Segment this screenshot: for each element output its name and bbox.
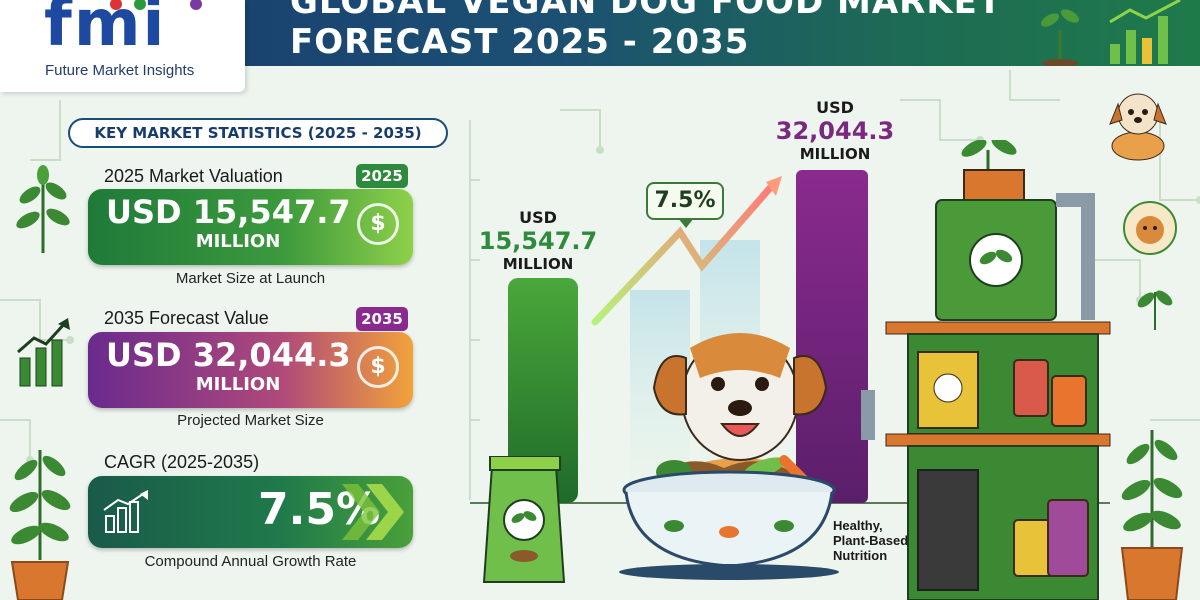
cagr-label: CAGR (2025-2035) (104, 452, 260, 472)
bar2-label: USD 32,044.3 MILLION (760, 98, 910, 163)
forecast-unit: MILLION (195, 374, 281, 395)
nutrition-line-3: Nutrition (833, 548, 888, 563)
forecast-card: USD 32,044.3 MILLION $ (88, 332, 413, 408)
growth-arrowhead (766, 176, 782, 196)
logo-dots-icon (110, 0, 202, 10)
dollar-coin-icon: $ (357, 203, 399, 245)
forecast-year-tab: 2035 (356, 307, 408, 331)
valuation-card: USD 15,547.7 MILLION $ (88, 189, 413, 265)
valuation-year-tab: 2025 (356, 164, 408, 188)
forecast-label: 2035 Forecast Value (104, 308, 269, 328)
nutrition-note: Healthy, Plant-Based Nutrition (833, 518, 908, 563)
bar2-unit: MILLION (799, 145, 871, 163)
cagr-card: 7.5% (88, 476, 413, 548)
growth-chip: 7.5% (646, 182, 724, 228)
bar1-unit: MILLION (502, 255, 574, 273)
sprout-icon (16, 165, 70, 253)
food-bag-icon (482, 456, 566, 583)
valuation-unit: MILLION (195, 231, 281, 252)
dog-face-badge-icon (1123, 201, 1177, 255)
nutrition-line-1: Healthy, (833, 518, 883, 533)
valuation-caption: Market Size at Launch (175, 270, 326, 287)
title-line-1: GLOBAL VEGAN DOG FOOD MARKET (290, 0, 1003, 22)
key-stats-header: KEY MARKET STATISTICS (2025 - 2035) (68, 118, 448, 148)
forecast-value: USD 32,044.3 (106, 336, 351, 374)
valuation-label: 2025 Market Valuation (104, 166, 283, 186)
potted-plant-icon (9, 450, 71, 600)
dollar-coin-icon: $ (357, 346, 399, 388)
header-growth-icon (1040, 0, 1181, 66)
logo: fmi Future Market Insights (0, 0, 245, 92)
title-line-2: FORECAST 2025 - 2035 (290, 22, 750, 62)
logo-subtitle: Future Market Insights (45, 62, 195, 79)
forecast-caption: Projected Market Size (177, 412, 324, 429)
bar1-currency: USD (519, 208, 557, 227)
page-title: GLOBAL VEGAN DOG FOOD MARKET FORECAST 20… (290, 0, 1030, 62)
logo-letters: fmi (44, 0, 167, 61)
bar-2035 (796, 170, 868, 503)
bar2-value: 32,044.3 (775, 117, 895, 145)
valuation-value: USD 15,547.7 (106, 193, 351, 231)
food-bowl-icon (619, 455, 839, 580)
potted-plant-icon (1120, 430, 1184, 600)
nutrition-line-2: Plant-Based (833, 533, 909, 548)
leaf-icon (1137, 290, 1173, 330)
bar2-currency: USD (816, 98, 854, 117)
cagr-caption: Compound Annual Growth Rate (144, 553, 357, 570)
dog-icon (1109, 93, 1167, 161)
growth-arrow-icon (103, 490, 148, 533)
bar-chart-icon (17, 318, 70, 387)
growth-trend-arrow (591, 184, 774, 326)
bar1-label: USD 15,547.7 MILLION (468, 208, 608, 273)
factory-icon (861, 140, 1111, 600)
bar-2025 (508, 278, 578, 503)
bar1-value: 15,547.7 (478, 227, 598, 255)
chevron-arrows-icon (342, 484, 404, 540)
